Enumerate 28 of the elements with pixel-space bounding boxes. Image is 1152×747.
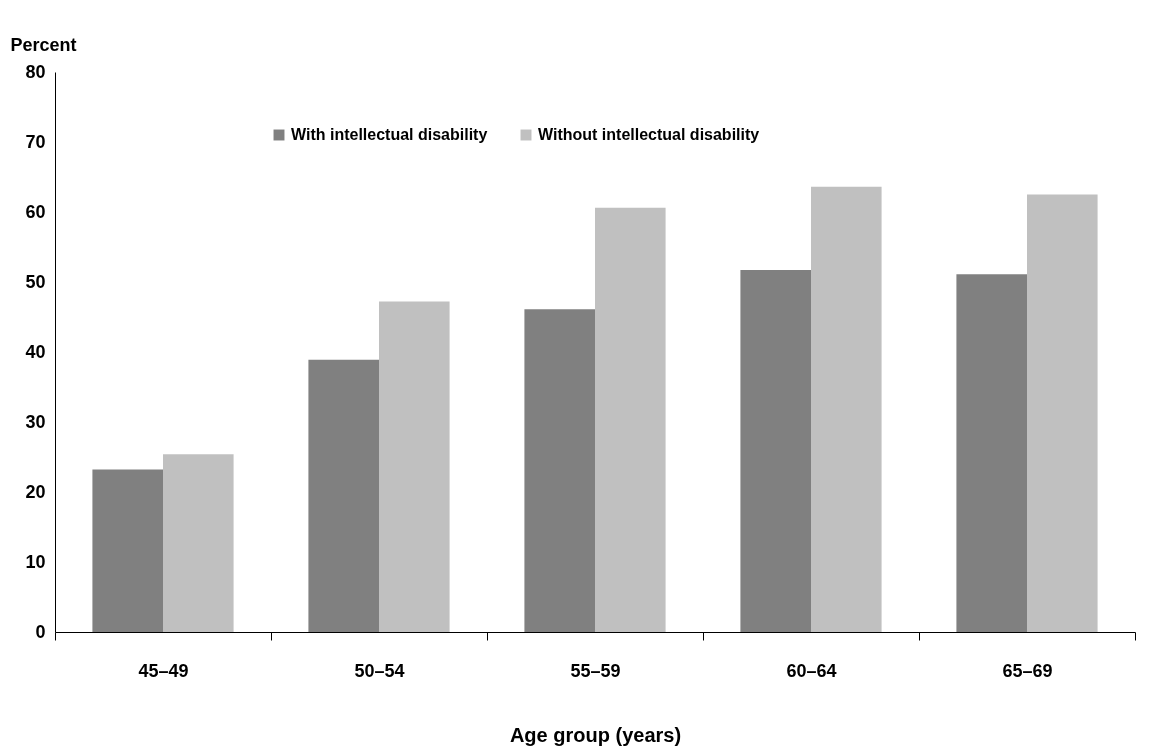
y-tick-label: 30 [25, 411, 46, 432]
x-tick-label: 45–49 [138, 660, 189, 681]
bar [1027, 194, 1098, 632]
y-tick-label: 40 [25, 341, 46, 362]
bar [163, 454, 234, 632]
x-tick-label: 50–54 [354, 660, 405, 681]
legend-label: Without intellectual disability [538, 126, 760, 143]
bar [379, 301, 450, 632]
x-axis-title: Age group (years) [509, 723, 682, 746]
x-tick-label: 65–69 [1002, 660, 1053, 681]
y-tick-label: 20 [25, 481, 46, 502]
bar [524, 309, 595, 632]
y-tick-label: 60 [25, 201, 46, 222]
y-tick-label: 80 [25, 61, 46, 82]
x-tick-label: 55–59 [570, 660, 621, 681]
bar [811, 186, 882, 632]
y-tick-label: 0 [35, 621, 46, 642]
bar [92, 469, 163, 632]
x-tick-label: 60–64 [786, 660, 837, 681]
bar [740, 270, 811, 632]
y-tick-label: 70 [25, 131, 46, 152]
bar [595, 207, 666, 632]
bar [956, 274, 1027, 632]
y-axis-title: Percent [10, 34, 77, 55]
y-tick-label: 50 [25, 271, 46, 292]
bar [308, 359, 379, 632]
legend-label: With intellectual disability [291, 126, 488, 143]
y-tick-label: 10 [25, 551, 46, 572]
